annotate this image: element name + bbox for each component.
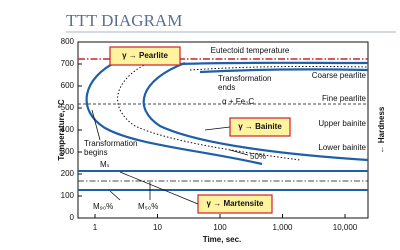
- eutectoid-label: Eutectoid temperature: [211, 46, 290, 55]
- pearlite-dotted-curve: [189, 65, 369, 71]
- fifty-percent: 50%: [250, 152, 266, 161]
- m50-label: M₅₀%: [138, 202, 158, 211]
- begins-label-1: Transformation: [84, 139, 138, 148]
- begin-curve: [85, 60, 263, 166]
- fine-pearlite: Fine pearlite: [322, 94, 367, 103]
- y-tick-label: 600: [61, 81, 75, 90]
- y-tick-label: 200: [61, 169, 75, 178]
- bainite-label: γ → Bainite: [238, 122, 282, 131]
- y-axis-label: Temperature, °C: [57, 99, 66, 161]
- arrows: [91, 109, 249, 205]
- pearlite-box: [109, 46, 181, 66]
- pearlite-end-curve: [199, 68, 369, 74]
- x-ticks: 1 10 100 1,000 10,000: [93, 214, 358, 232]
- end-curve: [142, 61, 369, 162]
- y-tick-label: 300: [61, 147, 75, 156]
- m90-label: M₉₀%: [93, 202, 113, 211]
- x-tick-label: 10,000: [333, 223, 358, 232]
- ends-label-1: Transformation: [218, 74, 272, 83]
- begins-label-2: begins: [84, 148, 108, 157]
- coarse-pearlite-curve: [179, 61, 369, 66]
- y-ticks: 800 700 600 500 400 300 200 100 0: [61, 37, 82, 222]
- title: TTT DIAGRAM: [66, 11, 182, 30]
- y-tick-label: 700: [61, 59, 75, 68]
- coarse-pearlite: Coarse pearlite: [312, 71, 367, 80]
- ends-label-2: ends: [218, 83, 235, 92]
- y-tick-label: 800: [61, 37, 75, 46]
- y-tick-label: 100: [61, 191, 75, 200]
- lower-bainite: Lower bainite: [318, 143, 366, 152]
- phase-label: α + Fe₃C: [222, 97, 254, 106]
- y-tick-label: 500: [61, 103, 75, 112]
- y-tick-label: 400: [61, 125, 75, 134]
- x-axis-label: Time, sec.: [203, 235, 242, 244]
- x-tick-label: 100: [213, 223, 227, 232]
- ms-label: Mₛ: [100, 160, 110, 169]
- x-tick-label: 10: [153, 223, 162, 232]
- pearlite-label: γ → Pearlite: [122, 51, 168, 60]
- x-tick-label: 1,000: [272, 223, 293, 232]
- upper-bainite: Upper bainite: [318, 119, 366, 128]
- y-tick-label: 0: [70, 213, 75, 222]
- x-tick-label: 1: [93, 223, 98, 232]
- hardness-label: ← Hardness: [377, 106, 386, 153]
- fifty-percent-curve: [117, 61, 301, 161]
- martensite-label: γ → Martensite: [207, 199, 264, 208]
